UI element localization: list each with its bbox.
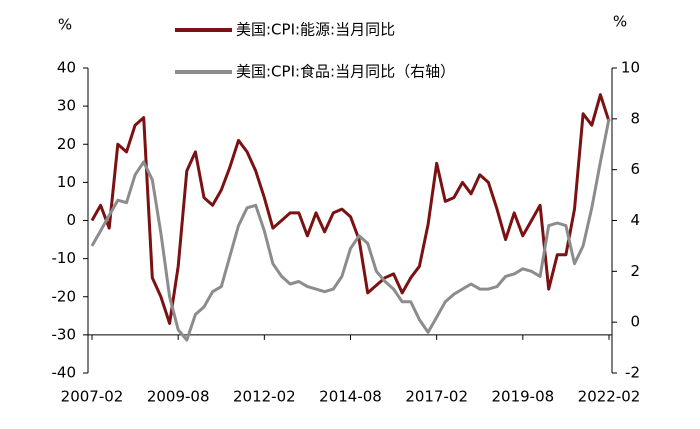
- y-tick-label: 0: [66, 211, 76, 229]
- x-tick-label: 2017-02: [405, 388, 468, 406]
- x-tick-label: 2007-02: [61, 388, 124, 406]
- x-tick-label: 2022-02: [578, 388, 641, 406]
- y-tick-label: -40: [52, 364, 77, 382]
- y2-tick-label: 10: [621, 59, 640, 77]
- y2-tick-label: 2: [630, 262, 640, 280]
- x-tick-label: 2019-08: [491, 388, 554, 406]
- x-tick-label: 2014-08: [319, 388, 382, 406]
- y-tick-label: 40: [57, 59, 76, 77]
- y2-unit: %: [613, 13, 627, 31]
- legend-label: 美国:CPI:食品:当月同比（右轴）: [236, 63, 455, 81]
- legend-label: 美国:CPI:能源:当月同比: [236, 21, 395, 39]
- series-line: [90, 118, 611, 342]
- y-unit: %: [58, 16, 72, 34]
- x-tick-label: 2009-08: [147, 388, 210, 406]
- y2-tick-label: 0: [630, 313, 640, 331]
- y2-tick-label: 8: [630, 109, 640, 127]
- y-tick-label: -30: [52, 325, 77, 343]
- series-line: [90, 93, 611, 325]
- y2-tick-label: -2: [625, 364, 640, 382]
- y2-tick-label: 6: [630, 160, 640, 178]
- y-tick-label: -10: [52, 249, 77, 267]
- y2-tick-label: 4: [630, 211, 640, 229]
- y-tick-label: 20: [57, 135, 76, 153]
- y-tick-label: 30: [57, 97, 76, 115]
- y-tick-label: 10: [57, 173, 76, 191]
- y-tick-label: -20: [52, 287, 77, 305]
- x-tick-label: 2012-02: [233, 388, 296, 406]
